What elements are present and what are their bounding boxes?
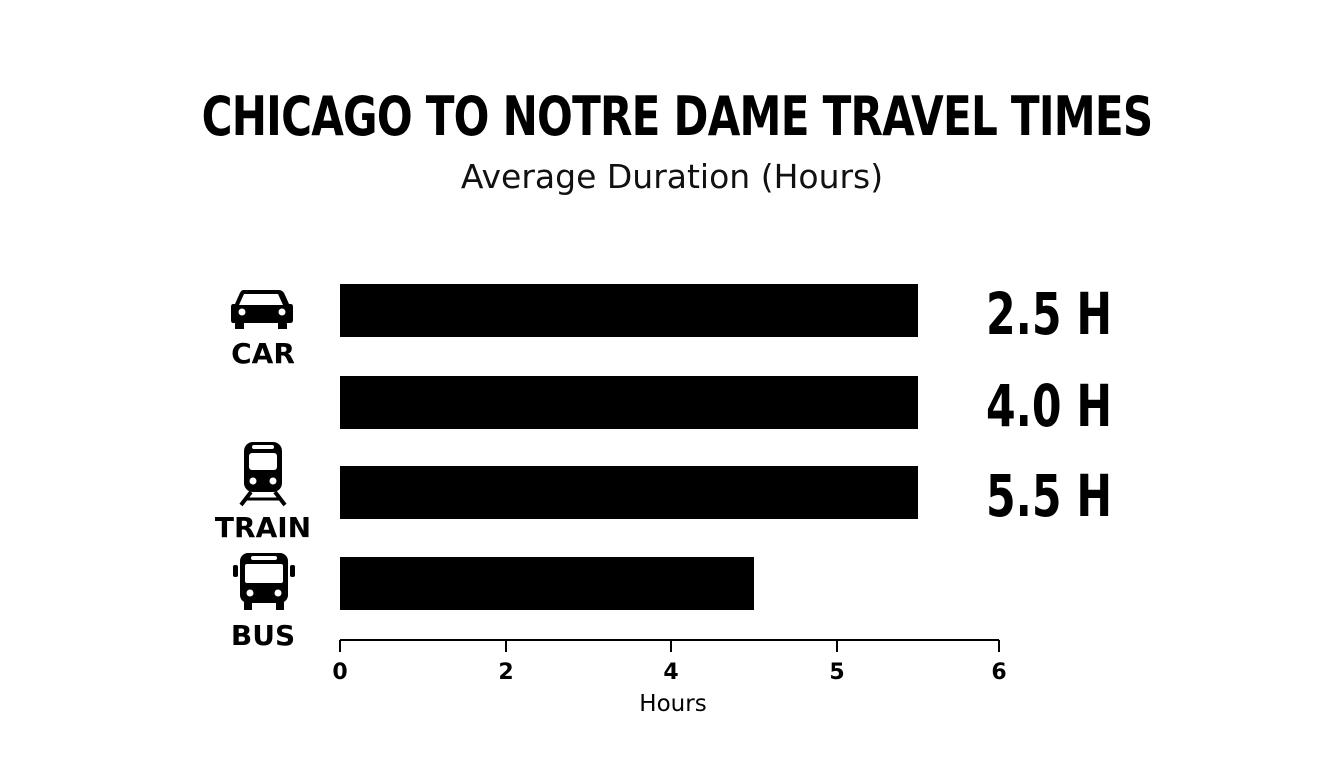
car-icon	[231, 290, 293, 329]
chart-title: CHICAGO TO NOTRE DAME TRAVEL TIMES	[201, 85, 1154, 148]
x-tick-label: 6	[991, 660, 1006, 685]
bar-bus	[340, 557, 754, 610]
category-label: TRAIN	[215, 511, 311, 544]
category-label: BUS	[231, 619, 295, 652]
value-label: 2.5 H	[986, 280, 1112, 348]
x-tick-label: 2	[498, 660, 513, 685]
bar-train	[340, 466, 918, 519]
x-axis-title: Hours	[639, 691, 706, 717]
value-label: 5.5 H	[986, 462, 1112, 530]
x-tick-label: 4	[663, 660, 678, 685]
x-tick-label: 0	[332, 660, 347, 685]
chart-subtitle: Average Duration (Hours)	[460, 157, 884, 196]
x-tick-label: 5	[829, 660, 844, 685]
bus-icon	[233, 553, 295, 610]
bar-row-2	[340, 376, 918, 429]
train-icon	[239, 442, 287, 507]
category-label: CAR	[231, 337, 295, 370]
value-label: 4.0 H	[986, 372, 1112, 440]
bar-car	[340, 284, 918, 337]
